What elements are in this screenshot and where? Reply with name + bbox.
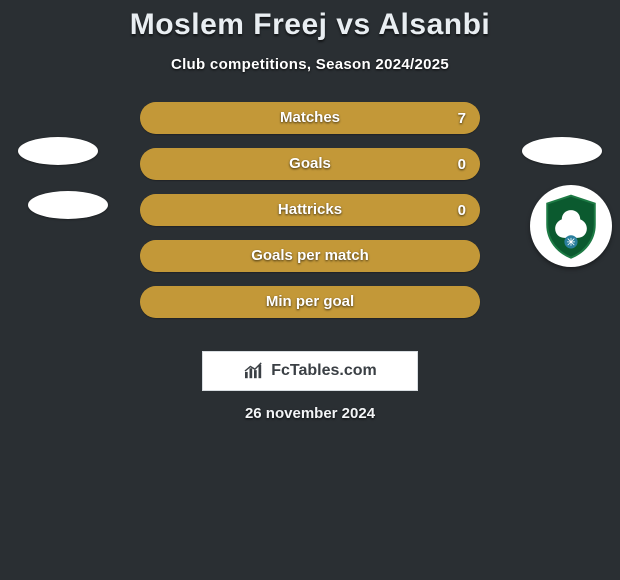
stat-bar-label: Goals per match [140, 240, 480, 272]
player-right-avatar-1 [522, 137, 602, 165]
brand-text: FcTables.com [271, 362, 377, 380]
player-left-avatar-2 [28, 191, 108, 219]
brand-chart-icon [243, 362, 265, 380]
stat-bar-label: Hattricks [140, 194, 480, 226]
stat-bar: Min per goal [140, 286, 480, 318]
stat-bar-value-right: 0 [458, 194, 466, 226]
stat-bar: Matches7 [140, 102, 480, 134]
date-label: 26 november 2024 [0, 405, 620, 422]
stat-bar-label: Goals [140, 148, 480, 180]
stat-bar: Goals0 [140, 148, 480, 180]
stat-bar-label: Min per goal [140, 286, 480, 318]
stat-bar-value-right: 0 [458, 148, 466, 180]
stat-bar-label: Matches [140, 102, 480, 134]
club-badge-icon [538, 193, 604, 259]
player-right-club-badge [530, 185, 612, 267]
brand-box[interactable]: FcTables.com [202, 351, 418, 391]
player-left-avatar-1 [18, 137, 98, 165]
stat-bars: Matches7Goals0Hattricks0Goals per matchM… [140, 102, 480, 332]
page-subtitle: Club competitions, Season 2024/2025 [0, 56, 620, 73]
page-title: Moslem Freej vs Alsanbi [0, 8, 620, 42]
stat-bar-value-right: 7 [458, 102, 466, 134]
comparison-card: Moslem Freej vs Alsanbi Club competition… [0, 0, 620, 422]
stats-chart: Matches7Goals0Hattricks0Goals per matchM… [0, 99, 620, 339]
stat-bar: Hattricks0 [140, 194, 480, 226]
stat-bar: Goals per match [140, 240, 480, 272]
